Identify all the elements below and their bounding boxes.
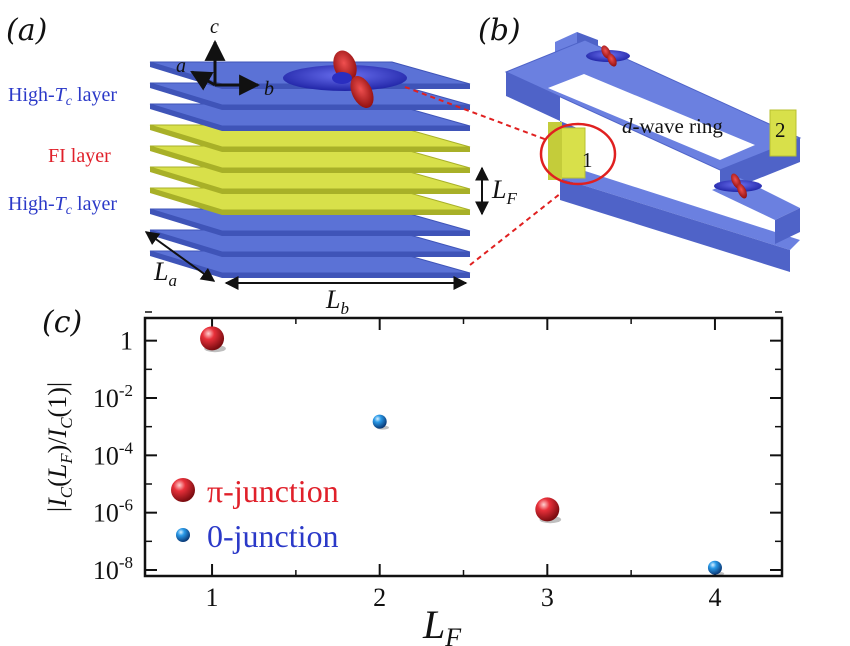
dimension-lf: LF (475, 166, 517, 216)
layer-side (150, 209, 222, 236)
dim-lf-label: LF (491, 175, 517, 208)
layer-side (150, 188, 222, 215)
ring-label: d-wave ring (622, 114, 723, 138)
layer-edge (222, 210, 470, 215)
zero-junction-point (372, 414, 387, 429)
junction-highlight (539, 122, 617, 186)
dim-lb-label: Lb (325, 285, 349, 318)
x-tick-label: 2 (373, 583, 386, 612)
pi-junction-point (200, 326, 225, 351)
legend-pi-marker (171, 478, 195, 502)
y-tick-label: 1 (120, 327, 133, 356)
axis-a-label: a (176, 55, 186, 77)
scatter-plot: 1 10-2 10-4 10-6 10-8 1 2 3 4 (93, 311, 784, 612)
layer-label-high-tc-bottom: High-Tc layer (8, 193, 117, 218)
junction-2-label: 2 (775, 118, 786, 142)
layer-edge (222, 147, 470, 152)
zero-junction-point (707, 560, 722, 575)
d-wave-ring (504, 32, 802, 272)
y-tick-label: 10-4 (93, 438, 134, 470)
zoom-connector-top (404, 86, 548, 141)
y-tick-label: 10-2 (93, 381, 133, 413)
legend-pi-label: π-junction (207, 473, 339, 509)
layer-side (150, 83, 222, 110)
y-axis-label: |IC(LF)/IC(1)| (43, 382, 76, 512)
data-points (200, 326, 725, 576)
layer-side (150, 167, 222, 194)
layer-side (150, 146, 222, 173)
dimension-la: La (144, 231, 216, 290)
dimension-lb: Lb (224, 276, 468, 318)
legend-zero-label: 0-junction (207, 518, 339, 554)
layer-edge (222, 168, 470, 173)
y-tick-label: 10-6 (93, 496, 133, 528)
x-tick-label: 4 (708, 583, 721, 612)
layer-edge (222, 252, 470, 257)
panel-label-a: (a) (6, 13, 47, 48)
layer-edge (222, 126, 470, 131)
layer-side (150, 125, 222, 152)
legend-zero-marker (176, 528, 190, 542)
junction-1-label: 1 (582, 148, 593, 172)
zoom-connector-bottom (469, 181, 576, 266)
x-tick-label: 3 (541, 583, 554, 612)
layer-edge (222, 231, 470, 236)
axis-b-label: b (264, 78, 274, 100)
legend: π-junction 0-junction (171, 473, 339, 554)
y-tick-label: 10-8 (93, 553, 133, 585)
layer-label-high-tc-top: High-Tc layer (8, 84, 117, 109)
d-wave-orbital-icon (283, 50, 407, 108)
layer-side (150, 104, 222, 131)
layer-edge (222, 273, 470, 278)
x-axis-label: LF (422, 602, 462, 646)
crystal-axes: c a b (176, 16, 274, 100)
panel-label-b: (b) (478, 13, 521, 48)
dim-la-label: La (153, 257, 177, 290)
layer-label-fi: FI layer (48, 145, 111, 167)
y-ticks: 1 10-2 10-4 10-6 10-8 (93, 311, 782, 585)
layer-edge (222, 189, 470, 194)
x-tick-label: 1 (206, 583, 219, 612)
axis-c-label: c (210, 16, 219, 38)
panel-label-c: (c) (42, 305, 82, 340)
layer-edge (222, 105, 470, 110)
x-ticks: 1 2 3 4 (206, 318, 721, 612)
pi-junction-point (535, 497, 560, 522)
